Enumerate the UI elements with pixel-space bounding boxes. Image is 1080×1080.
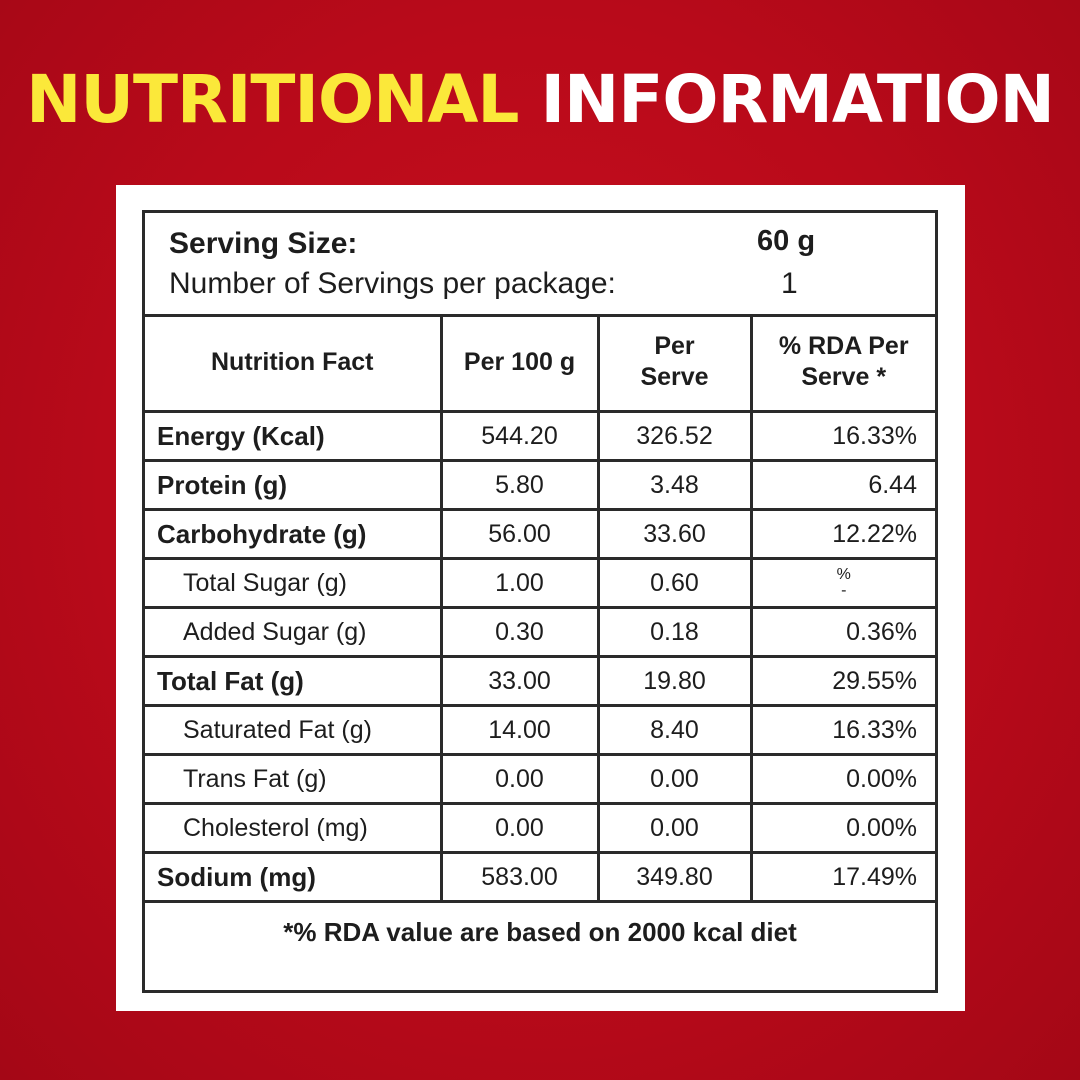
per-serve-value: 0.18 — [596, 606, 753, 658]
nutrient-name: Protein (g) — [145, 459, 443, 511]
nutrient-name: Added Sugar (g) — [145, 606, 443, 658]
nutrient-name: Carbohydrate (g) — [145, 508, 443, 560]
per-serve-value: 19.80 — [596, 655, 753, 707]
rda-value: 0.36% — [749, 606, 935, 658]
rda-value: 12.22% — [749, 508, 935, 560]
table-body: Energy (Kcal) 544.20 326.52 16.33% Protein (… — [145, 410, 935, 903]
per-100g-value: 5.80 — [439, 459, 600, 511]
nutrient-name: Energy (Kcal) — [145, 410, 443, 462]
table-row: Trans Fat (g) 0.00 0.00 0.00% — [145, 753, 935, 805]
per-serve-value: 349.80 — [596, 851, 753, 903]
rda-footnote: *% RDA value are based on 2000 kcal diet — [145, 900, 935, 961]
serving-info: Serving Size: 60 g Number of Servings pe… — [145, 213, 935, 317]
header-per-serve: Per Serve — [596, 314, 753, 413]
header-per-100g: Per 100 g — [439, 314, 600, 413]
table-header-row: Nutrition Fact Per 100 g Per Serve % RDA… — [145, 314, 935, 413]
nutrient-name: Total Fat (g) — [145, 655, 443, 707]
title-nutritional: NUTRITIONAL — [26, 61, 519, 138]
page-title: NUTRITIONAL INFORMATION — [0, 60, 1080, 140]
per-serve-value: 8.40 — [596, 704, 753, 756]
nutrition-card: Serving Size: 60 g Number of Servings pe… — [116, 185, 965, 1011]
rda-value: 16.33% — [749, 410, 935, 462]
serving-size-label: Serving Size: — [169, 227, 358, 260]
rda-value: 16.33% — [749, 704, 935, 756]
header-nutrition-fact: Nutrition Fact — [145, 314, 443, 413]
nutrient-name: Saturated Fat (g) — [145, 704, 443, 756]
rda-value: 0.00% — [749, 802, 935, 854]
table-row: Cholesterol (mg) 0.00 0.00 0.00% — [145, 802, 935, 854]
nutrition-table-frame: Serving Size: 60 g Number of Servings pe… — [142, 210, 938, 993]
header-rda-text: % RDA Per Serve * — [778, 332, 909, 391]
per-100g-value: 544.20 — [439, 410, 600, 462]
footnote-row: *% RDA value are based on 2000 kcal diet — [145, 900, 935, 961]
title-information: INFORMATION — [540, 61, 1054, 138]
nutrient-name: Trans Fat (g) — [145, 753, 443, 805]
rda-value: 17.49% — [749, 851, 935, 903]
per-serve-value: 0.00 — [596, 753, 753, 805]
serving-size-value: 60 g — [757, 225, 816, 257]
per-100g-value: 1.00 — [439, 557, 600, 609]
table-row: Protein (g) 5.80 3.48 6.44 — [145, 459, 935, 511]
rda-value: 0.00% — [749, 753, 935, 805]
table-row: Total Fat (g) 33.00 19.80 29.55% — [145, 655, 935, 707]
header-per-serve-text: Per Serve — [640, 332, 709, 391]
nutrient-name: Cholesterol (mg) — [145, 802, 443, 854]
per-100g-value: 0.00 — [439, 753, 600, 805]
table-row: Added Sugar (g) 0.30 0.18 0.36% — [145, 606, 935, 658]
per-serve-value: 3.48 — [596, 459, 753, 511]
table-row: Saturated Fat (g) 14.00 8.40 16.33% — [145, 704, 935, 756]
per-serve-value: 0.60 — [596, 557, 753, 609]
header-rda: % RDA Per Serve * — [749, 314, 935, 413]
rda-value: % - — [749, 557, 935, 609]
per-serve-value: 0.00 — [596, 802, 753, 854]
table-row: Sodium (mg) 583.00 349.80 17.49% — [145, 851, 935, 903]
rda-value: 29.55% — [749, 655, 935, 707]
nutrient-name: Sodium (mg) — [145, 851, 443, 903]
per-100g-value: 14.00 — [439, 704, 600, 756]
nutrient-name: Total Sugar (g) — [145, 557, 443, 609]
per-100g-value: 33.00 — [439, 655, 600, 707]
table-row: Total Sugar (g) 1.00 0.60% - — [145, 557, 935, 609]
per-100g-value: 583.00 — [439, 851, 600, 903]
per-serve-value: 326.52 — [596, 410, 753, 462]
per-100g-value: 0.30 — [439, 606, 600, 658]
per-100g-value: 56.00 — [439, 508, 600, 560]
nutrition-table: Nutrition Fact Per 100 g Per Serve % RDA… — [145, 314, 935, 961]
rda-value: 6.44 — [749, 459, 935, 511]
table-row: Energy (Kcal) 544.20 326.52 16.33% — [145, 410, 935, 462]
servings-count-value: 1 — [781, 267, 798, 300]
per-serve-value: 33.60 — [596, 508, 753, 560]
table-row: Carbohydrate (g) 56.00 33.60 12.22% — [145, 508, 935, 560]
per-100g-value: 0.00 — [439, 802, 600, 854]
servings-count-label: Number of Servings per package: — [169, 267, 616, 300]
